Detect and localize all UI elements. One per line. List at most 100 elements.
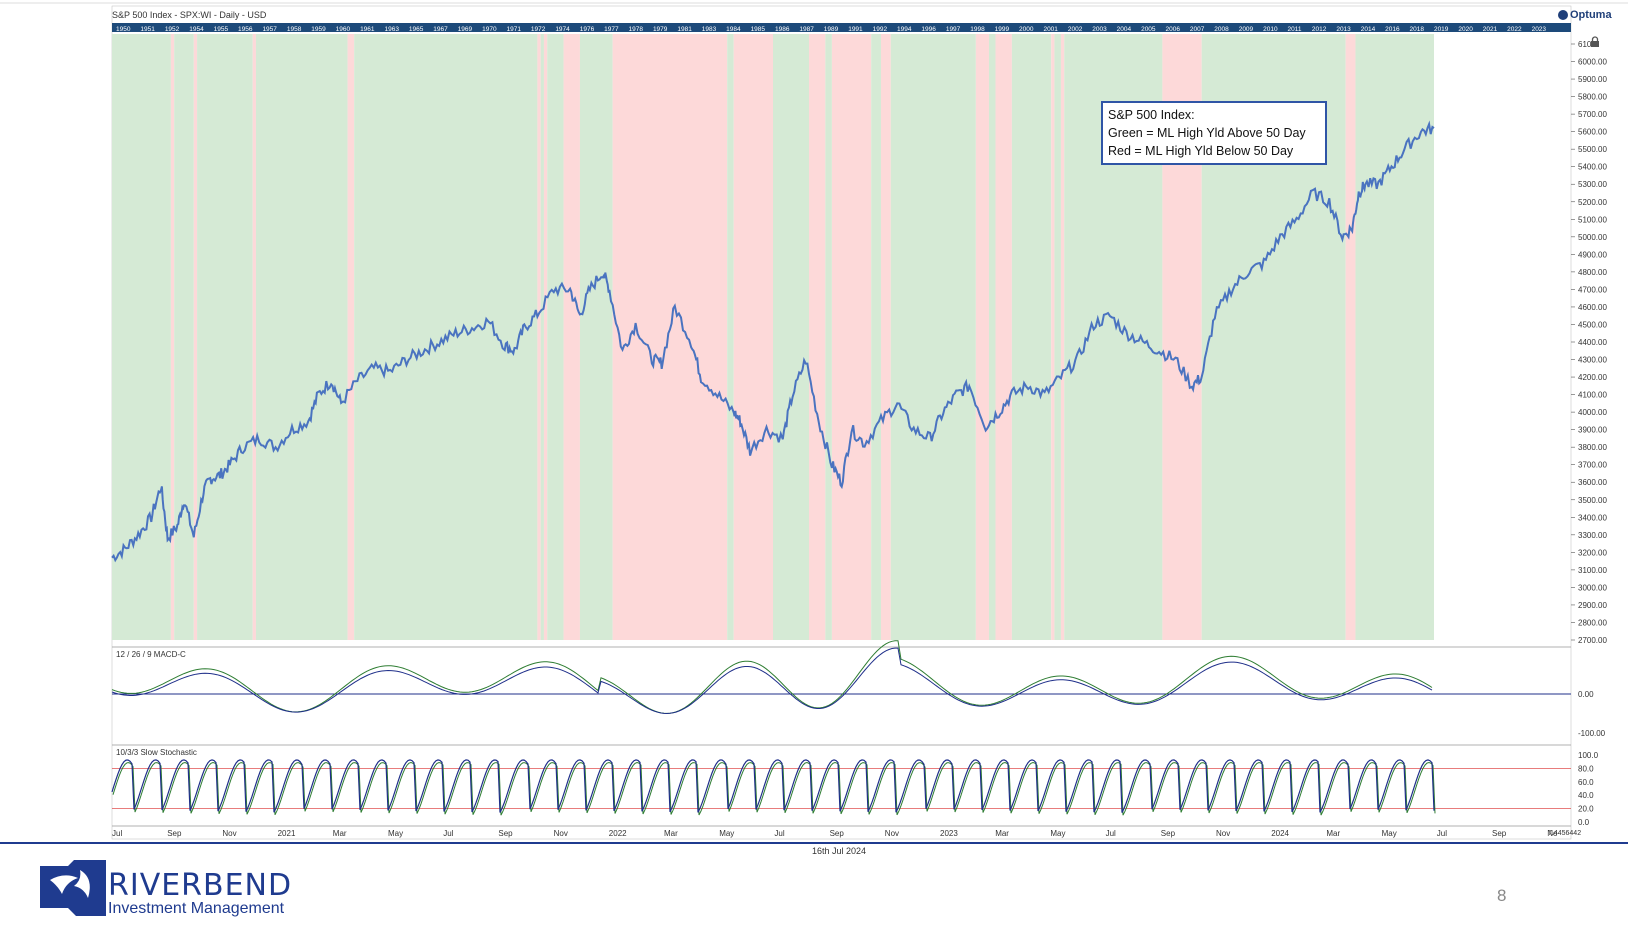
timeline-year-label[interactable]: 1955 bbox=[214, 26, 229, 33]
timeline-year-label[interactable]: 2002 bbox=[1068, 26, 1083, 33]
timeline-year-label[interactable]: 1981 bbox=[677, 26, 692, 33]
x-tick-label: Sep bbox=[1492, 829, 1507, 838]
timeline-year-label[interactable]: 1954 bbox=[189, 26, 204, 33]
red-band bbox=[563, 34, 580, 640]
timeline-year-label[interactable]: 2005 bbox=[1141, 26, 1156, 33]
macd-signal-line bbox=[111, 640, 1433, 714]
timeline-year-label[interactable]: 1961 bbox=[360, 26, 375, 33]
timeline-year-label[interactable]: 1960 bbox=[336, 26, 351, 33]
green-band bbox=[871, 34, 881, 640]
x-tick-label: 2022 bbox=[609, 829, 627, 838]
optuma-logo: Optuma bbox=[1558, 9, 1612, 21]
timeline-year-label[interactable]: 2010 bbox=[1263, 26, 1278, 33]
red-band bbox=[831, 34, 872, 640]
stoch-tick-label: 40.0 bbox=[1578, 791, 1594, 800]
timeline-year-label[interactable]: 1999 bbox=[995, 26, 1010, 33]
x-tick-label: Mar bbox=[333, 829, 347, 838]
timeline-year-label[interactable]: 2009 bbox=[1239, 26, 1254, 33]
timeline-year-label[interactable]: 2012 bbox=[1312, 26, 1327, 33]
y-tick-label: 5000.00 bbox=[1578, 233, 1607, 242]
timeline-year-label[interactable]: 1956 bbox=[238, 26, 253, 33]
red-band bbox=[612, 34, 728, 640]
red-band bbox=[170, 34, 175, 640]
timeline-year-label[interactable]: 1979 bbox=[653, 26, 668, 33]
timeline-year-label[interactable]: 1951 bbox=[140, 26, 155, 33]
timeline-year-label[interactable]: 1976 bbox=[580, 26, 595, 33]
timeline-year-label[interactable]: 2018 bbox=[1410, 26, 1425, 33]
green-band bbox=[547, 34, 564, 640]
timeline-year-label[interactable]: 1977 bbox=[604, 26, 619, 33]
timeline-year-label[interactable]: 1974 bbox=[555, 26, 570, 33]
timeline-year-label[interactable]: 2020 bbox=[1458, 26, 1473, 33]
timeline-year-label[interactable]: 1972 bbox=[531, 26, 546, 33]
timeline-year-label[interactable]: 1998 bbox=[970, 26, 985, 33]
timeline-year-label[interactable]: 1978 bbox=[629, 26, 644, 33]
timeline-year-label[interactable]: 2014 bbox=[1361, 26, 1376, 33]
y-tick-label: 5200.00 bbox=[1578, 198, 1607, 207]
timeline-year-label[interactable]: 1965 bbox=[409, 26, 424, 33]
timeline-year-label[interactable]: 1952 bbox=[165, 26, 180, 33]
timeline-year-label[interactable]: 2016 bbox=[1385, 26, 1400, 33]
y-tick-label: 4900.00 bbox=[1578, 250, 1607, 259]
y-tick-label: 5700.00 bbox=[1578, 110, 1607, 119]
timeline-year-label[interactable]: 1989 bbox=[824, 26, 839, 33]
timeline-year-label[interactable]: 1997 bbox=[946, 26, 961, 33]
y-tick-label: 3600.00 bbox=[1578, 478, 1607, 487]
y-tick-label: 4800.00 bbox=[1578, 268, 1607, 277]
red-band bbox=[193, 34, 198, 640]
timeline-year-label[interactable]: 1991 bbox=[848, 26, 863, 33]
lock-icon[interactable] bbox=[1589, 36, 1601, 48]
timeline-year-label[interactable]: 1969 bbox=[458, 26, 473, 33]
timeline-year-label[interactable]: 1963 bbox=[384, 26, 399, 33]
timeline-year-label[interactable]: 1994 bbox=[897, 26, 912, 33]
x-tick-label: 2023 bbox=[940, 829, 958, 838]
riverbend-logo-icon bbox=[40, 860, 106, 916]
footer-date: 16th Jul 2024 bbox=[812, 846, 867, 856]
timeline-year-label[interactable]: 1996 bbox=[921, 26, 936, 33]
timeline-year-label[interactable]: 2023 bbox=[1532, 26, 1547, 33]
timeline-year-label[interactable]: 2004 bbox=[1117, 26, 1132, 33]
timeline-year-label[interactable]: 1959 bbox=[311, 26, 326, 33]
x-tick-label: Nov bbox=[885, 829, 899, 838]
y-tick-label: 3400.00 bbox=[1578, 513, 1607, 522]
timeline-year-label[interactable]: 1958 bbox=[287, 26, 302, 33]
timeline-year-label[interactable]: 1987 bbox=[799, 26, 814, 33]
timeline-year-label[interactable]: 2019 bbox=[1434, 26, 1449, 33]
red-band bbox=[1060, 34, 1065, 640]
timeline-year-label[interactable]: 2011 bbox=[1288, 26, 1302, 33]
stoch-tick-label: 0.0 bbox=[1578, 818, 1590, 827]
timeline-year-label[interactable]: 2013 bbox=[1336, 26, 1351, 33]
x-tick-label: Jul bbox=[443, 829, 453, 838]
timeline-year-label[interactable]: 1950 bbox=[116, 26, 131, 33]
timeline-year-label[interactable]: 1983 bbox=[702, 26, 717, 33]
x-tick-label: May bbox=[719, 829, 734, 838]
timeline-year-label[interactable]: 2000 bbox=[1019, 26, 1034, 33]
x-tick-label: Nov bbox=[554, 829, 568, 838]
y-tick-label: 4300.00 bbox=[1578, 356, 1607, 365]
timeline-year-label[interactable]: 1957 bbox=[262, 26, 277, 33]
optuma-icon bbox=[1558, 10, 1568, 20]
timeline-year-label[interactable]: 1985 bbox=[751, 26, 766, 33]
green-band bbox=[174, 34, 194, 640]
x-tick-label: Jul bbox=[1437, 829, 1447, 838]
macd-tick-label: 0.00 bbox=[1578, 690, 1594, 699]
timeline-year-label[interactable]: 1970 bbox=[482, 26, 497, 33]
timeline-year-label[interactable]: 1967 bbox=[433, 26, 448, 33]
timeline-year-label[interactable]: 1971 bbox=[507, 26, 522, 33]
timeline-year-label[interactable]: 1992 bbox=[873, 26, 888, 33]
timeline-year-label[interactable]: 2008 bbox=[1214, 26, 1229, 33]
timeline-year-label[interactable]: 1984 bbox=[726, 26, 741, 33]
timeline-year-label[interactable]: 2006 bbox=[1165, 26, 1180, 33]
timeline-year-label[interactable]: 2021 bbox=[1483, 26, 1498, 33]
red-band bbox=[808, 34, 826, 640]
timeline-year-label[interactable]: 2001 bbox=[1043, 26, 1058, 33]
x-tick-label: Mar bbox=[995, 829, 1009, 838]
y-tick-label: 4200.00 bbox=[1578, 373, 1607, 382]
timeline-year-label[interactable]: 2022 bbox=[1507, 26, 1522, 33]
timeline-year-label[interactable]: 1986 bbox=[775, 26, 790, 33]
timeline-year-label[interactable]: 2003 bbox=[1092, 26, 1107, 33]
timeline-year-label[interactable]: 2007 bbox=[1190, 26, 1205, 33]
timeline-bar[interactable] bbox=[112, 23, 1571, 32]
y-tick-label: 6100 bbox=[1578, 40, 1596, 49]
